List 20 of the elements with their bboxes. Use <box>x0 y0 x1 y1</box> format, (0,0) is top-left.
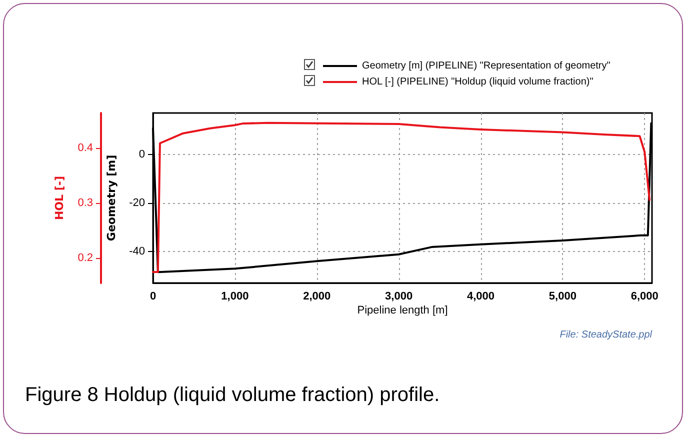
text: Figure 8 Holdup (liquid volume fraction) profile. <box>25 384 440 406</box>
y-axis-title: Geometry [m] <box>105 154 118 242</box>
y2-tick-label: 0.3 <box>78 197 93 210</box>
y-tick-label: -40 <box>129 245 145 258</box>
x-tick-label: 2,000 <box>303 290 331 302</box>
text: File: SteadyState.ppl <box>560 330 653 340</box>
x-axis-title: Pipeline length [m] <box>357 304 448 316</box>
y2-tick-label: 0.2 <box>78 252 93 264</box>
y-tick-label: 0 <box>138 148 145 160</box>
y2-axis-title: HOL [-] <box>53 176 66 220</box>
x-tick-label: 1,000 <box>221 290 249 302</box>
x-tick-label: 3,000 <box>385 290 413 302</box>
legend-label: HOL [-] (PIPELINE) "Holdup (liquid volume fraction)" <box>362 76 594 88</box>
y-tick-label: -20 <box>129 196 145 209</box>
x-tick-label: 6,000 <box>630 290 658 302</box>
x-tick-label: 5,000 <box>548 290 576 302</box>
y2-tick-label: 0.4 <box>78 142 93 154</box>
legend-label: Geometry [m] (PIPELINE) "Representation of geometry" <box>362 60 611 72</box>
x-tick-label: 4,000 <box>466 290 495 302</box>
x-tick-label: 0 <box>150 290 156 302</box>
